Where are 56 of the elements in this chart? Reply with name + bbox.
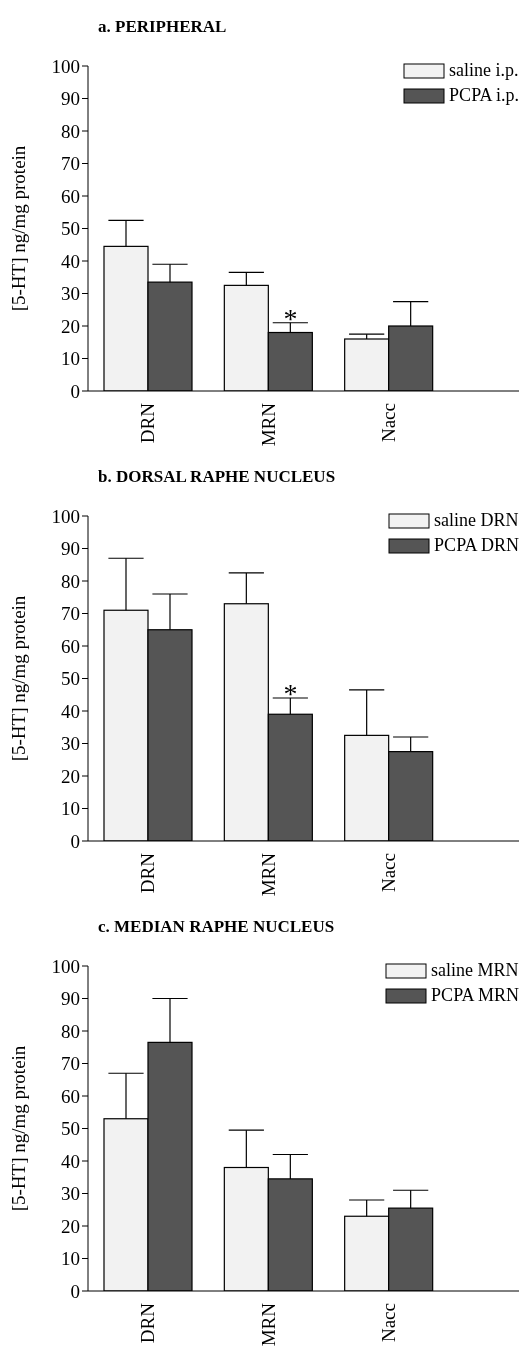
y-tick-label: 70 — [61, 153, 80, 175]
y-tick-label: 0 — [70, 1280, 80, 1302]
x-tick-label: MRN — [257, 1302, 279, 1347]
y-tick-label: 80 — [61, 570, 80, 592]
y-tick-label: 90 — [61, 88, 80, 110]
y-tick-label: 80 — [61, 1020, 80, 1042]
legend-label: PCPA MRN — [431, 985, 519, 1006]
y-tick-label: 50 — [61, 668, 80, 690]
x-tick-label: Nacc — [377, 853, 399, 893]
y-tick-label: 100 — [51, 955, 80, 977]
y-tick-label: 60 — [61, 1085, 80, 1107]
x-tick-label: Nacc — [377, 1303, 399, 1343]
y-tick-label: 30 — [61, 733, 80, 755]
y-tick-label: 100 — [51, 55, 80, 77]
y-tick-label: 90 — [61, 538, 80, 560]
y-axis-title: [5-HT] ng/mg protein — [7, 1045, 29, 1212]
y-tick-label: 50 — [61, 1118, 80, 1140]
x-tick-label: Nacc — [377, 403, 399, 443]
y-tick-label: 90 — [61, 988, 80, 1010]
chart-title: a. PERIPHERAL — [97, 16, 228, 38]
y-tick-label: 10 — [61, 798, 80, 820]
x-tick-label: DRN — [137, 852, 159, 894]
y-tick-label: 80 — [61, 120, 80, 142]
y-tick-label: 40 — [61, 700, 80, 722]
y-axis-title: [5-HT] ng/mg protein — [7, 595, 29, 762]
legend-label: saline i.p. — [449, 60, 519, 81]
y-tick-label: 0 — [70, 380, 80, 402]
y-tick-label: 30 — [61, 1183, 80, 1205]
annotation: * — [283, 302, 298, 334]
legend-label: saline MRN — [431, 960, 519, 981]
y-tick-label: 30 — [61, 283, 80, 305]
x-tick-label: DRN — [137, 1302, 159, 1344]
y-tick-label: 20 — [61, 315, 80, 337]
y-tick-label: 60 — [61, 185, 80, 207]
annotation: * — [283, 678, 298, 709]
y-axis-title: [5-HT] ng/mg protein — [7, 145, 29, 312]
legend-label: PCPA i.p. — [449, 85, 519, 106]
legend-label: saline DRN — [434, 510, 519, 531]
x-tick-label: MRN — [257, 402, 279, 447]
chart-title: c. MEDIAN RAPHE NUCLEUS — [97, 916, 336, 938]
legend-label: PCPA DRN — [434, 535, 519, 556]
x-tick-label: MRN — [257, 852, 279, 897]
y-tick-label: 10 — [61, 1248, 80, 1270]
y-tick-label: 20 — [61, 1215, 80, 1237]
y-tick-label: 0 — [70, 830, 80, 852]
chart-title: b. DORSAL RAPHE NUCLEUS — [97, 466, 337, 488]
y-tick-label: 70 — [61, 1053, 80, 1075]
x-tick-label: DRN — [137, 402, 159, 444]
y-tick-label: 70 — [61, 603, 80, 625]
y-tick-label: 40 — [61, 1150, 80, 1172]
y-tick-label: 60 — [61, 635, 80, 657]
y-tick-label: 10 — [61, 348, 80, 370]
y-tick-label: 20 — [61, 765, 80, 787]
y-tick-label: 40 — [61, 250, 80, 272]
y-tick-label: 50 — [61, 218, 80, 240]
y-tick-label: 100 — [51, 505, 80, 527]
